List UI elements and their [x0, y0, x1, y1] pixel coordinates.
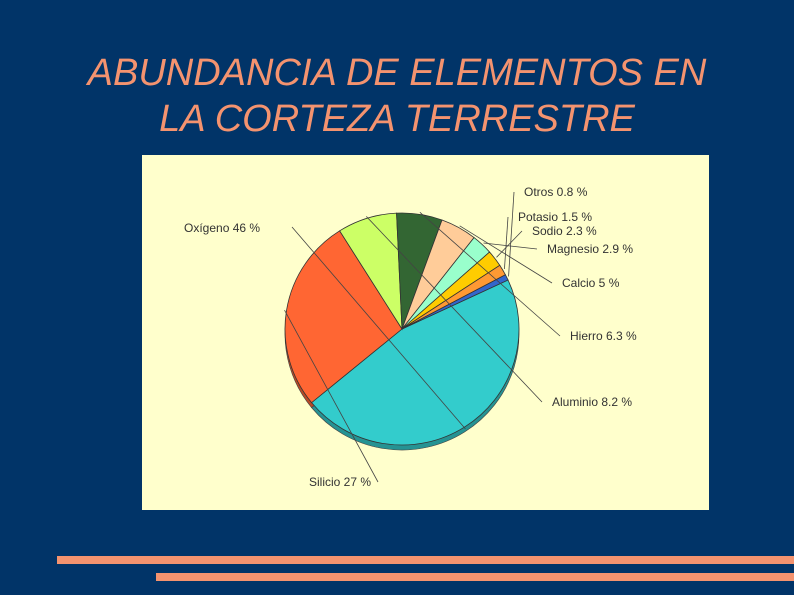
leader-line-potasio: [504, 216, 509, 269]
label-silicio: Silicio 27 %: [309, 475, 371, 489]
slide-title: ABUNDANCIA DE ELEMENTOS EN LA CORTEZA TE…: [0, 50, 794, 142]
leader-line-silicio: [284, 309, 379, 483]
label-oxigeno: Oxígeno 46 %: [184, 221, 260, 235]
decorative-bar-long: [57, 556, 794, 564]
pie-labels: Oxígeno 46 % Silicio 27 % Aluminio 8.2 % Hi…: [184, 185, 637, 489]
label-sodio: Sodio 2.3 %: [532, 224, 597, 238]
leader-line-aluminio: [366, 216, 543, 403]
leader-line-calcio: [459, 225, 553, 284]
title-line-2: LA CORTEZA TERRESTRE: [159, 98, 635, 140]
decorative-bar-short: [156, 573, 794, 581]
slice-silicio: [284, 230, 403, 404]
slice-otros: [401, 274, 509, 330]
pie-slices: [284, 212, 520, 446]
chart-panel: Oxígeno 46 % Silicio 27 % Aluminio 8.2 % Hi…: [142, 155, 709, 510]
title-line-1: ABUNDANCIA DE ELEMENTOS EN: [87, 52, 707, 94]
leader-line-sodio: [496, 230, 523, 258]
leader-line-hierro: [419, 212, 561, 337]
label-magnesio: Magnesio 2.9 %: [547, 242, 633, 256]
label-hierro: Hierro 6.3 %: [570, 329, 637, 343]
label-aluminio: Aluminio 8.2 %: [552, 395, 632, 409]
leader-line-otros: [508, 191, 515, 277]
label-potasio: Potasio 1.5 %: [518, 210, 592, 224]
label-calcio: Calcio 5 %: [562, 276, 620, 290]
leader-line-oxigeno: [291, 226, 466, 430]
pie-chart: Oxígeno 46 % Silicio 27 % Aluminio 8.2 % Hi…: [184, 185, 637, 489]
label-otros: Otros 0.8 %: [524, 185, 588, 199]
